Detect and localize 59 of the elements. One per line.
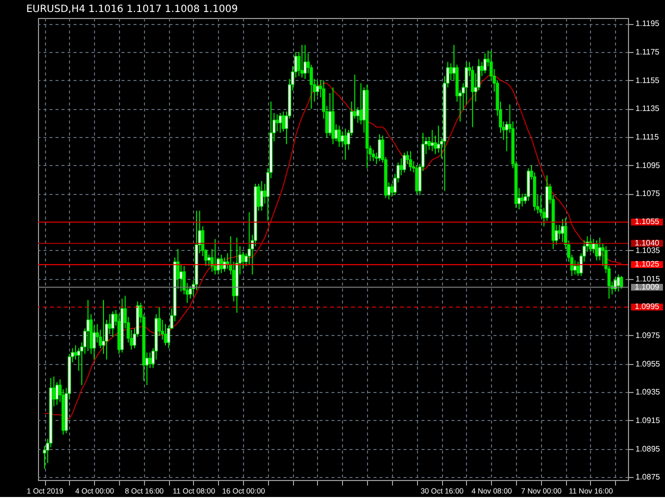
y-tick-label: 1.1195 bbox=[636, 19, 660, 28]
candlestick bbox=[111, 310, 114, 338]
candlestick bbox=[402, 152, 406, 173]
candlestick bbox=[316, 80, 320, 96]
y-tick-label: 1.0895 bbox=[636, 444, 661, 454]
candlestick bbox=[483, 52, 487, 74]
ref-line-label: 1.1055 bbox=[634, 217, 660, 226]
ref-line-label: 1.1040 bbox=[634, 238, 660, 248]
candlestick bbox=[560, 218, 564, 242]
candlestick bbox=[338, 125, 341, 148]
candlestick bbox=[214, 238, 217, 276]
candlestick bbox=[378, 134, 382, 162]
candlestick bbox=[595, 240, 598, 261]
candlestick bbox=[278, 112, 282, 134]
candlestick bbox=[179, 264, 183, 292]
y-tick-label: 1.1115 bbox=[636, 132, 660, 142]
candlestick bbox=[148, 352, 152, 369]
y-tick-label: 1.1135 bbox=[636, 104, 660, 114]
y-tick-label: 1.0955 bbox=[636, 359, 661, 368]
candlestick bbox=[344, 128, 348, 160]
candlestick bbox=[359, 82, 363, 125]
candlestick bbox=[207, 254, 211, 267]
y-tick-label: 1.0975 bbox=[636, 330, 661, 340]
candlestick bbox=[282, 111, 285, 132]
y-tick-label: 1.0875 bbox=[636, 472, 661, 482]
y-tick-label: 1.1035 bbox=[636, 246, 661, 255]
ref-line-label: 1.1009 bbox=[634, 282, 660, 292]
candlestick bbox=[430, 129, 434, 152]
y-tick-label: 1.1095 bbox=[636, 160, 661, 170]
candlestick bbox=[520, 193, 524, 207]
candlestick bbox=[616, 274, 620, 292]
y-tick-label: 1.1015 bbox=[636, 274, 661, 284]
candlestick bbox=[340, 130, 344, 148]
candlestick bbox=[400, 158, 403, 176]
candlestick bbox=[260, 180, 264, 212]
candlestick bbox=[449, 62, 452, 81]
candlestick bbox=[470, 66, 474, 128]
y-tick-label: 1.1175 bbox=[636, 48, 660, 57]
ref-line-label: 1.1025 bbox=[634, 260, 660, 269]
candlestick bbox=[303, 44, 307, 80]
candlestick bbox=[74, 344, 78, 360]
candlestick bbox=[620, 275, 624, 290]
candlestick bbox=[300, 44, 304, 78]
candlestick bbox=[164, 324, 168, 346]
y-tick-label: 1.0915 bbox=[636, 416, 661, 425]
candlestick bbox=[415, 164, 418, 194]
y-tick-label: 1.1155 bbox=[636, 76, 660, 85]
y-tick-label: 1.1075 bbox=[636, 189, 661, 198]
chart-title: EURUSD,H4 1.1016 1.1017 1.1008 1.1009 bbox=[26, 4, 238, 15]
candlestick bbox=[328, 92, 332, 136]
candlestick bbox=[573, 260, 577, 276]
ref-line-label: 1.0995 bbox=[634, 302, 660, 312]
candlestick bbox=[276, 114, 279, 132]
y-tick-label: 1.0935 bbox=[636, 388, 661, 397]
candlestick bbox=[408, 150, 412, 172]
candlestick bbox=[86, 300, 90, 352]
candlestick bbox=[220, 254, 223, 274]
candlestick bbox=[241, 251, 245, 270]
candlestick bbox=[372, 149, 375, 162]
